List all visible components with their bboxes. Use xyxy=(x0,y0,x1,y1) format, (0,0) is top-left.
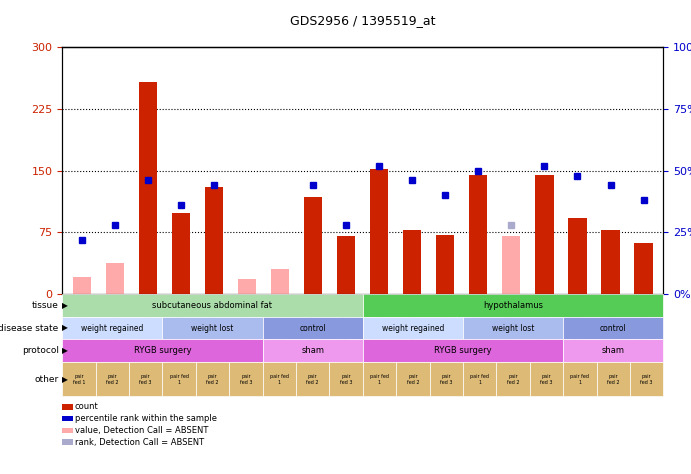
Bar xyxy=(601,230,620,294)
Text: sham: sham xyxy=(301,346,324,355)
Text: pair
fed 2: pair fed 2 xyxy=(306,374,319,384)
Bar xyxy=(436,235,455,294)
Text: hypothalamus: hypothalamus xyxy=(483,301,543,310)
Text: pair
fed 3: pair fed 3 xyxy=(641,374,653,384)
Bar xyxy=(73,277,91,294)
Text: disease state: disease state xyxy=(0,324,59,332)
Text: sham: sham xyxy=(602,346,625,355)
Text: weight lost: weight lost xyxy=(492,324,534,332)
Bar xyxy=(205,187,223,294)
Bar xyxy=(634,243,652,294)
Text: rank, Detection Call = ABSENT: rank, Detection Call = ABSENT xyxy=(75,438,204,447)
Bar xyxy=(469,175,487,294)
Text: pair
fed 1: pair fed 1 xyxy=(73,374,85,384)
Text: subcutaneous abdominal fat: subcutaneous abdominal fat xyxy=(153,301,272,310)
Bar xyxy=(370,169,388,294)
Text: ▶: ▶ xyxy=(61,301,68,310)
Bar xyxy=(404,230,422,294)
Text: tissue: tissue xyxy=(32,301,59,310)
Text: RYGB surgery: RYGB surgery xyxy=(133,346,191,355)
Text: GDS2956 / 1395519_at: GDS2956 / 1395519_at xyxy=(290,14,435,27)
Bar xyxy=(271,269,290,294)
Text: pair fed
1: pair fed 1 xyxy=(370,374,389,384)
Text: RYGB surgery: RYGB surgery xyxy=(434,346,492,355)
Text: other: other xyxy=(35,375,59,383)
Text: pair fed
1: pair fed 1 xyxy=(470,374,489,384)
Text: pair fed
1: pair fed 1 xyxy=(570,374,589,384)
Bar xyxy=(304,197,322,294)
Bar xyxy=(139,82,157,294)
Text: value, Detection Call = ABSENT: value, Detection Call = ABSENT xyxy=(75,426,208,435)
Text: ▶: ▶ xyxy=(61,346,68,355)
Bar xyxy=(536,175,553,294)
Bar xyxy=(569,219,587,294)
Text: control: control xyxy=(600,324,627,332)
Text: pair
fed 2: pair fed 2 xyxy=(406,374,419,384)
Text: weight regained: weight regained xyxy=(381,324,444,332)
Text: control: control xyxy=(299,324,326,332)
Bar xyxy=(172,213,190,294)
Text: pair
fed 3: pair fed 3 xyxy=(340,374,352,384)
Text: pair fed
1: pair fed 1 xyxy=(169,374,189,384)
Bar xyxy=(337,237,355,294)
Text: ▶: ▶ xyxy=(61,324,68,332)
Text: count: count xyxy=(75,402,98,411)
Text: weight lost: weight lost xyxy=(191,324,234,332)
Text: ▶: ▶ xyxy=(61,375,68,383)
Text: pair
fed 2: pair fed 2 xyxy=(106,374,119,384)
Text: percentile rank within the sample: percentile rank within the sample xyxy=(75,414,216,423)
Text: pair
fed 3: pair fed 3 xyxy=(540,374,553,384)
Text: weight regained: weight regained xyxy=(81,324,144,332)
Text: protocol: protocol xyxy=(21,346,59,355)
Text: pair
fed 3: pair fed 3 xyxy=(140,374,152,384)
Text: pair
fed 2: pair fed 2 xyxy=(507,374,520,384)
Text: pair
fed 2: pair fed 2 xyxy=(206,374,219,384)
Text: pair
fed 3: pair fed 3 xyxy=(440,374,453,384)
Text: pair
fed 2: pair fed 2 xyxy=(607,374,620,384)
Bar xyxy=(238,279,256,294)
Text: pair
fed 3: pair fed 3 xyxy=(240,374,252,384)
Text: pair fed
1: pair fed 1 xyxy=(269,374,289,384)
Bar xyxy=(106,263,124,294)
Bar xyxy=(502,237,520,294)
